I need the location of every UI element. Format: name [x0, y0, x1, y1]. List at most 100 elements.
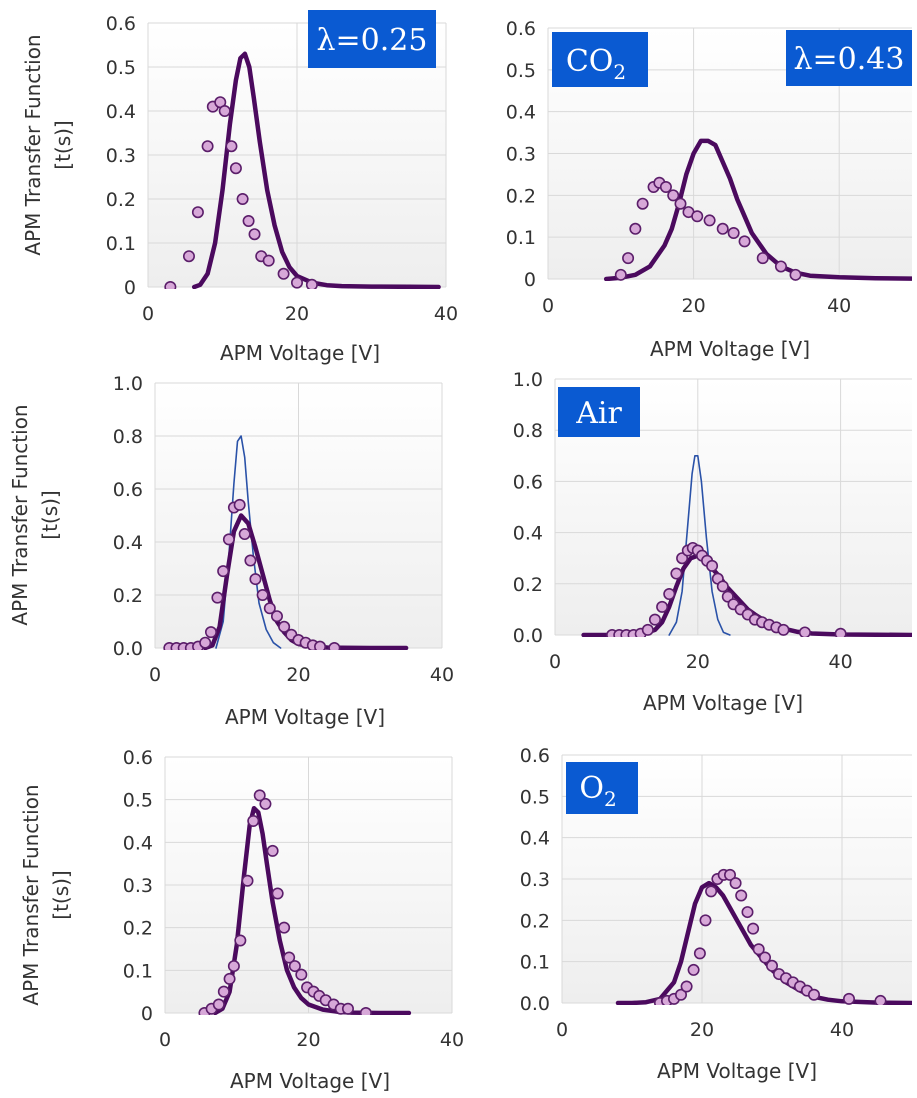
label-o2-subscript: 2 — [604, 787, 617, 811]
data-point-top-left — [229, 162, 242, 175]
data-point-middle-left — [222, 533, 235, 546]
data-point-middle-left — [211, 591, 224, 604]
y-tick-label-top-left: 0.6 — [106, 13, 136, 35]
data-point-top-right — [629, 222, 642, 235]
model-curve-top-left — [191, 51, 441, 289]
data-point-bottom-right — [693, 947, 706, 960]
chart-panel-bottom-left: 0 0.1 0.2 0.3 0.4 0.5 0.6 0 20 40 APM Voltage [V] — [123, 747, 464, 1093]
data-point-top-right — [703, 214, 716, 227]
data-point-bottom-left — [288, 960, 301, 973]
model-curve-bottom-left — [212, 805, 412, 1015]
series-group-bottom-left — [198, 789, 412, 1015]
y-tick-label-top-right: 0.5 — [506, 60, 536, 82]
x-tick-label-bottom-left: 20 — [296, 1029, 320, 1051]
y-tick-label-bottom-left: 0 — [141, 1003, 153, 1025]
data-point-bottom-right — [741, 906, 754, 919]
x-tick-label-middle-right: 0 — [549, 651, 561, 673]
data-point-bottom-left — [278, 921, 291, 934]
data-point-bottom-left — [259, 797, 272, 810]
data-point-top-left — [218, 105, 231, 118]
series-group-top-left — [164, 51, 441, 289]
data-point-top-left — [290, 276, 303, 289]
data-point-middle-right — [656, 600, 669, 613]
data-point-middle-right — [663, 588, 676, 601]
y-axis-title-row2-line2: [t(s)] — [38, 490, 62, 539]
data-point-bottom-right — [765, 959, 778, 972]
data-point-middle-left — [238, 528, 251, 541]
y-tick-label-middle-left: 0.6 — [113, 479, 143, 501]
x-tick-label-bottom-right: 0 — [556, 1019, 568, 1041]
data-point-top-right — [622, 252, 635, 265]
y-tick-label-top-left: 0 — [124, 277, 136, 299]
data-point-bottom-left — [266, 844, 279, 857]
data-point-middle-right — [648, 613, 661, 626]
y-tick-label-bottom-left: 0.5 — [123, 790, 153, 812]
x-tick-label-middle-left: 40 — [430, 664, 454, 686]
y-tick-label-middle-left: 1.0 — [113, 373, 143, 395]
label-lambda-043: λ=0.43 — [794, 42, 905, 77]
data-point-top-left — [305, 278, 318, 289]
y-tick-label-bottom-left: 0.4 — [123, 832, 153, 854]
data-point-middle-right — [641, 623, 654, 636]
x-tick-label-top-right: 20 — [682, 295, 706, 317]
y-tick-label-top-right: 0.3 — [506, 144, 536, 166]
y-tick-label-middle-right: 0.4 — [513, 523, 543, 545]
label-box-air: Air — [558, 387, 640, 437]
label-co2: CO2 — [566, 44, 626, 84]
data-point-bottom-right — [680, 980, 693, 993]
y-tick-label-top-left: 0.2 — [106, 189, 136, 211]
data-point-bottom-right — [705, 885, 718, 898]
data-point-bottom-left — [271, 887, 284, 900]
x-tick-label-top-left: 40 — [434, 303, 458, 325]
series-group-middle-left — [163, 435, 409, 650]
data-point-middle-left — [204, 626, 217, 639]
data-point-top-left — [248, 228, 261, 241]
theory-curve-middle-right — [668, 455, 731, 636]
y-tick-label-middle-left: 0.0 — [113, 638, 143, 660]
data-point-middle-right — [834, 627, 847, 637]
x-axis-title-top-left: APM Voltage [V] — [220, 341, 380, 365]
y-tick-label-top-right: 0.1 — [506, 227, 536, 249]
x-axis-title-bottom-right: APM Voltage [V] — [657, 1059, 817, 1083]
data-point-top-right — [716, 222, 729, 235]
x-tick-label-top-left: 0 — [142, 303, 154, 325]
y-tick-label-bottom-left: 0.3 — [123, 875, 153, 897]
data-point-middle-right — [716, 580, 729, 593]
y-axis-title-row2-line1: APM Transfer Function — [8, 404, 32, 625]
data-point-top-left — [242, 215, 255, 228]
label-co2-subscript: 2 — [613, 60, 626, 84]
data-point-bottom-right — [687, 963, 700, 976]
y-tick-label-bottom-left: 0.2 — [123, 918, 153, 940]
data-point-top-left — [277, 267, 290, 280]
data-point-top-left — [191, 206, 204, 219]
data-point-bottom-right — [752, 943, 765, 956]
data-point-middle-right — [777, 623, 790, 636]
y-tick-label-bottom-right: 0.0 — [520, 993, 550, 1015]
x-axis-title-top-right: APM Voltage [V] — [650, 337, 810, 361]
data-point-bottom-right — [842, 992, 855, 1005]
y-tick-label-middle-left: 0.8 — [113, 426, 143, 448]
data-point-top-right — [691, 210, 704, 223]
y-tick-label-top-left: 0.4 — [106, 101, 136, 123]
y-tick-label-middle-right: 0.2 — [513, 574, 543, 596]
data-point-middle-left — [249, 573, 262, 586]
x-tick-label-middle-right: 20 — [686, 651, 710, 673]
label-o2-main: O — [579, 771, 604, 806]
data-point-middle-right — [706, 559, 719, 572]
data-point-bottom-left — [247, 814, 260, 827]
data-point-bottom-right — [758, 951, 771, 964]
data-point-bottom-right — [699, 914, 712, 927]
y-tick-label-bottom-right: 0.2 — [520, 910, 550, 932]
data-point-middle-left — [199, 636, 212, 649]
label-box-lambda-043: λ=0.43 — [786, 30, 912, 86]
data-point-bottom-left — [295, 968, 308, 981]
data-point-top-right — [789, 268, 802, 281]
y-tick-label-middle-right: 1.0 — [513, 369, 543, 391]
y-tick-label-top-left: 0.1 — [106, 233, 136, 255]
x-axis-title-middle-right: APM Voltage [V] — [643, 691, 803, 715]
y-tick-label-bottom-left: 0.6 — [123, 747, 153, 769]
data-point-middle-left — [328, 642, 341, 650]
x-tick-label-middle-left: 0 — [149, 664, 161, 686]
data-point-top-left — [182, 250, 195, 263]
